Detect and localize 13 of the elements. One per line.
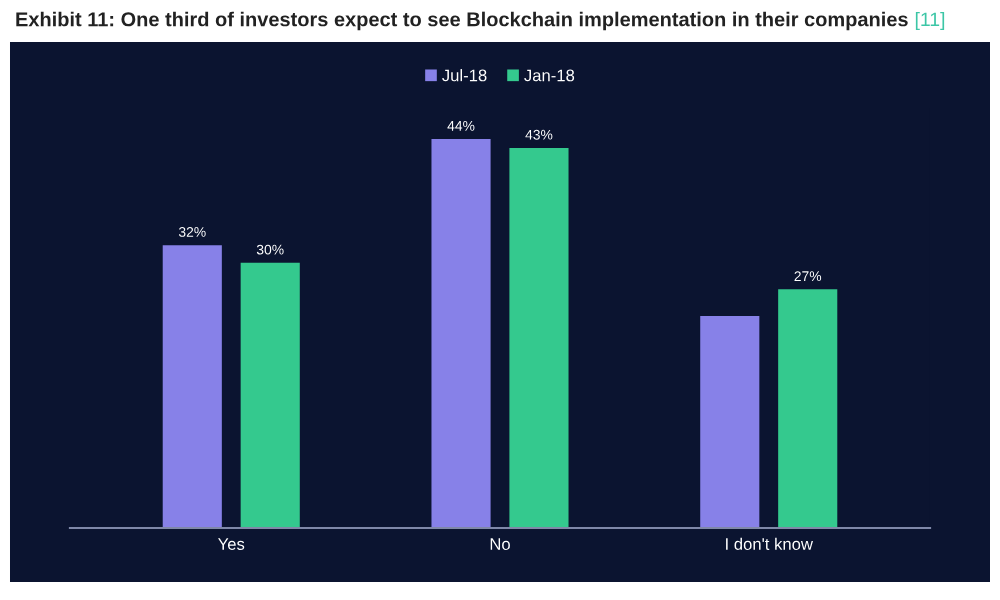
bar [431, 139, 491, 528]
legend-label: Jan-18 [524, 69, 575, 82]
bar [240, 262, 300, 528]
text: [11] [915, 11, 945, 31]
legend-label: Jul-18 [442, 69, 487, 82]
bar [509, 147, 569, 528]
bar [700, 315, 760, 528]
chart-title: Exhibit 11: One third of investors expect to see Blockchain implementation in their companies [16, 11, 908, 31]
bar [778, 289, 838, 528]
bar [162, 245, 222, 528]
x-tick-label: Yes [218, 538, 245, 550]
x-tick-label: I don't know [726, 537, 813, 550]
x-tick-label: No [490, 538, 510, 550]
